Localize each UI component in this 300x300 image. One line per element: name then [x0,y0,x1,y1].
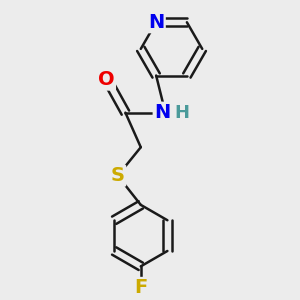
Text: N: N [148,13,164,32]
Text: H: H [175,104,190,122]
Text: S: S [111,166,125,185]
Text: O: O [98,70,115,89]
Text: N: N [154,103,170,122]
Text: F: F [134,278,147,297]
